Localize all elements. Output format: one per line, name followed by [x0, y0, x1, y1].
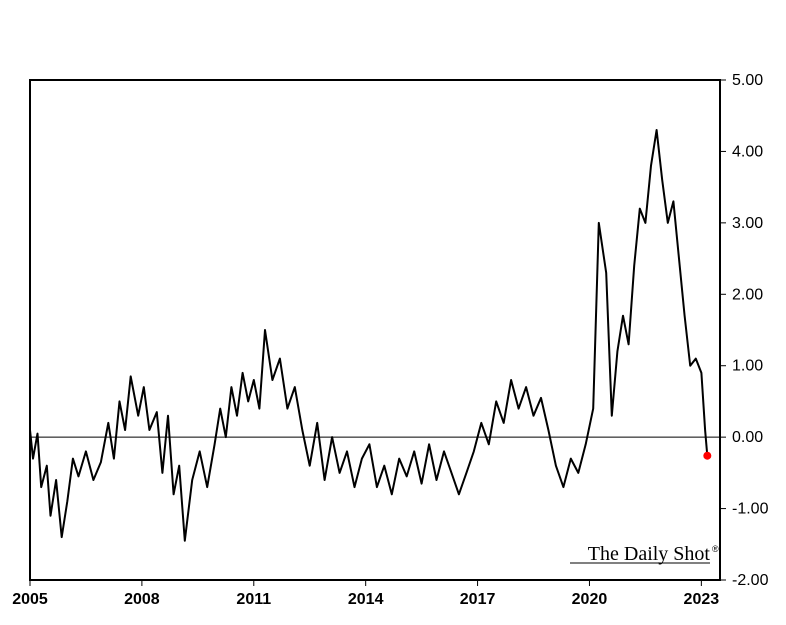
y-axis-tick-label: 2.00	[732, 286, 763, 303]
x-axis-tick-label: 2023	[684, 591, 720, 608]
watermark-registered-icon: ®	[712, 544, 719, 554]
x-axis-tick-label: 2005	[12, 591, 48, 608]
chart-container: 21-Mar-23 NY Fed Global Supply Chain Pre…	[0, 0, 786, 625]
x-axis-tick-label: 2014	[348, 591, 384, 608]
y-axis-tick-label: 5.00	[732, 72, 763, 89]
x-axis-tick-label: 2008	[124, 591, 160, 608]
y-axis-tick-label: 3.00	[732, 215, 763, 232]
last-point-marker	[703, 452, 711, 460]
y-axis-tick-label: 4.00	[732, 143, 763, 160]
chart-svg: -2.00 -1.00 0.00 1.00 2.00 3.00 4.00 5.00 2005 20…	[0, 0, 786, 625]
y-axis-tick-label: -2.00	[732, 572, 769, 589]
y-axis-tick-label: -1.00	[732, 501, 769, 518]
x-axis-tick-label: 2011	[236, 591, 271, 608]
y-axis-tick-label: 1.00	[732, 358, 763, 375]
y-axis-tick-label: 0.00	[732, 429, 763, 446]
x-axis-tick-label: 2017	[460, 591, 496, 608]
x-axis-tick-label: 2020	[572, 591, 608, 608]
watermark-text: The Daily Shot	[588, 543, 711, 565]
